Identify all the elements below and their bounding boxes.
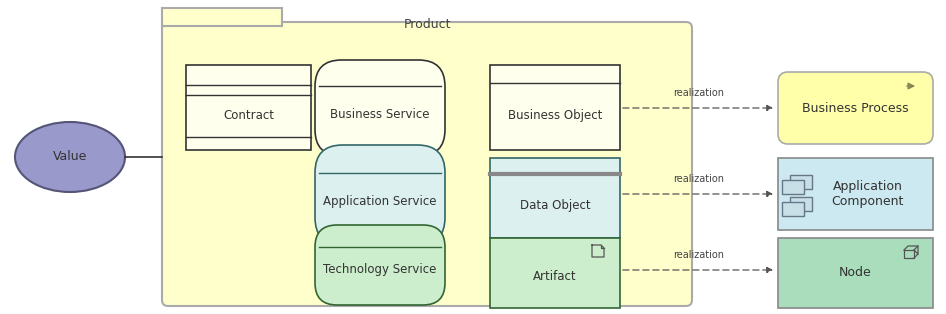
Text: Business Object: Business Object	[508, 109, 603, 122]
Text: realization: realization	[674, 174, 725, 184]
Text: Product: Product	[403, 18, 450, 30]
Text: Contract: Contract	[223, 109, 274, 122]
Text: Value: Value	[53, 150, 87, 164]
Bar	[778, 158, 933, 230]
Bar	[490, 158, 620, 238]
Text: Artifact: Artifact	[534, 270, 577, 284]
FancyBboxPatch shape	[315, 60, 445, 156]
Text: Data Object: Data Object	[519, 199, 590, 213]
FancyBboxPatch shape	[778, 72, 933, 144]
Text: Application Service: Application Service	[324, 194, 437, 208]
Bar	[782, 180, 804, 194]
Bar	[782, 202, 804, 216]
Bar	[186, 65, 311, 150]
Text: Application
Component: Application Component	[832, 180, 903, 208]
Bar	[162, 8, 282, 26]
Bar	[490, 65, 620, 150]
Ellipse shape	[15, 122, 125, 192]
Text: Technology Service: Technology Service	[324, 263, 437, 275]
Text: Business Service: Business Service	[330, 107, 429, 121]
Text: realization: realization	[674, 250, 725, 260]
Bar	[778, 238, 933, 308]
Text: Business Process: Business Process	[802, 101, 909, 115]
Text: realization: realization	[674, 88, 725, 98]
Bar	[790, 197, 812, 211]
Bar	[490, 238, 620, 308]
Bar	[790, 175, 812, 189]
Text: Node: Node	[839, 267, 872, 279]
FancyBboxPatch shape	[315, 225, 445, 305]
FancyBboxPatch shape	[315, 145, 445, 245]
FancyBboxPatch shape	[162, 22, 692, 306]
